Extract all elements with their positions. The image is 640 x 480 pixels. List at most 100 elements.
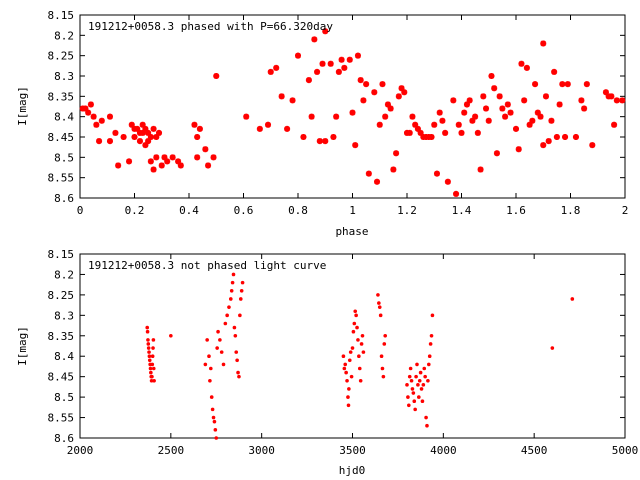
unphased-light-curve-panel: 8.15 8.2 8.25 8.3 8.35 8.4 8.45 8.5 8.55 8.6 2000… — [16, 248, 638, 477]
data-point — [398, 85, 405, 92]
data-point — [149, 378, 154, 383]
data-point — [330, 134, 337, 140]
data-point — [493, 150, 500, 157]
data-point — [424, 415, 428, 420]
y-tick-label: 8.35 — [48, 330, 75, 343]
y-tick-label: 8.5 — [54, 151, 74, 164]
data-point — [120, 134, 127, 140]
data-point — [526, 121, 533, 128]
x-tick-label: 2000 — [67, 444, 94, 457]
data-point — [572, 134, 579, 140]
data-point — [134, 125, 141, 132]
data-point — [343, 362, 348, 367]
data-point — [256, 125, 263, 132]
data-point — [156, 129, 163, 136]
data-point — [311, 36, 318, 43]
data-point — [469, 117, 476, 124]
data-point — [243, 113, 250, 120]
data-point — [219, 350, 224, 354]
y-tick-label: 8.45 — [48, 131, 75, 144]
data-point — [233, 333, 238, 338]
data-point — [278, 93, 285, 100]
chart-title: 191212+0058.3 not phased light curve — [88, 259, 326, 272]
data-point — [136, 138, 143, 145]
data-point — [351, 329, 356, 334]
data-point — [550, 346, 555, 350]
data-point — [532, 81, 539, 88]
data-point — [418, 370, 423, 375]
data-point — [85, 109, 92, 116]
data-point — [405, 383, 409, 387]
data-point — [225, 313, 229, 318]
data-point — [608, 93, 615, 100]
data-point — [214, 436, 219, 440]
data-point — [540, 142, 547, 149]
data-point — [289, 97, 296, 104]
data-point — [346, 395, 350, 399]
data-point — [322, 28, 329, 35]
data-point — [518, 60, 525, 67]
data-point — [338, 56, 345, 63]
data-point — [147, 350, 151, 354]
data-point — [540, 40, 547, 47]
data-point — [196, 125, 203, 132]
data-point — [305, 77, 312, 84]
data-point — [208, 378, 212, 383]
data-point — [430, 313, 435, 318]
data-point — [429, 333, 434, 338]
data-point — [146, 342, 151, 346]
data-point — [409, 378, 414, 383]
data-point — [450, 97, 457, 104]
data-point — [553, 134, 560, 140]
data-point — [346, 403, 351, 408]
data-point — [202, 146, 209, 153]
y-tick-label: 8.3 — [54, 70, 74, 83]
x-tick-label: 5000 — [612, 444, 639, 457]
data-point — [344, 370, 348, 375]
data-point — [439, 117, 446, 124]
data-point — [583, 81, 590, 88]
data-point — [408, 366, 413, 371]
x-tick-label: 0.8 — [288, 204, 308, 217]
data-point — [209, 395, 214, 399]
data-point — [145, 138, 152, 145]
data-point — [365, 170, 372, 177]
data-point — [267, 68, 274, 75]
data-point — [371, 89, 378, 96]
data-point — [232, 325, 237, 330]
x-tick-label: 4000 — [430, 444, 457, 457]
data-point — [354, 52, 361, 59]
data-point — [93, 121, 100, 128]
data-point — [151, 366, 156, 371]
y-axis-label: I[mag] — [16, 326, 29, 366]
data-point — [357, 354, 361, 359]
data-point — [382, 113, 389, 120]
data-point — [150, 374, 154, 379]
data-point — [602, 89, 609, 96]
data-point — [360, 333, 365, 338]
data-point — [153, 154, 160, 161]
data-point — [548, 117, 555, 124]
data-point — [333, 113, 340, 120]
data-point — [347, 358, 352, 363]
data-point — [353, 309, 358, 314]
data-point — [376, 293, 380, 297]
y-tick-label: 8.6 — [54, 192, 74, 205]
y-tick-label: 8.5 — [54, 391, 74, 404]
y-tick-label: 8.25 — [48, 289, 75, 302]
data-point — [346, 56, 353, 63]
data-point — [142, 125, 149, 132]
data-point — [421, 383, 426, 387]
data-point — [238, 313, 242, 318]
data-point — [106, 113, 113, 120]
data-point — [466, 97, 473, 104]
data-point — [426, 378, 430, 383]
data-point — [415, 362, 419, 367]
data-point — [570, 297, 575, 301]
data-point — [145, 129, 152, 136]
data-point — [409, 113, 416, 120]
data-point — [419, 387, 424, 391]
data-point — [169, 154, 176, 161]
data-point — [142, 142, 149, 149]
